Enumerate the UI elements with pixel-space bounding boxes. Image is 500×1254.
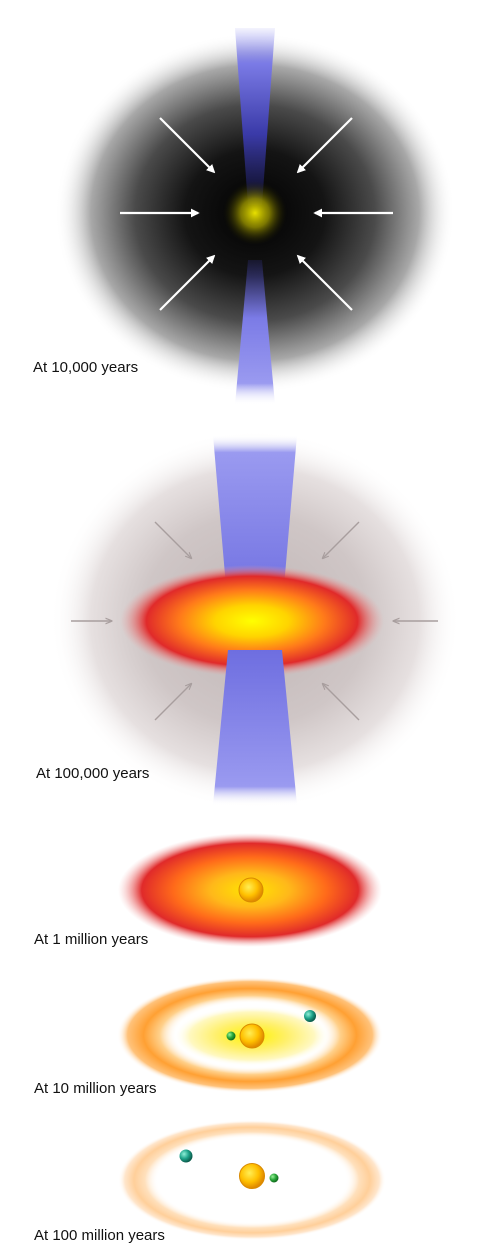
infall-arrows (120, 117, 393, 311)
stage-label: At 100,000 years (36, 765, 149, 782)
bipolar-jet-bottom (235, 260, 275, 405)
stage-10-million-years: At 10 million years (34, 977, 383, 1097)
stage-label: At 10 million years (34, 1080, 157, 1097)
infall-arrow-icon (159, 117, 216, 174)
bipolar-jet-top (235, 28, 275, 205)
infall-arrow-icon (296, 254, 353, 311)
planet-icon (179, 1149, 193, 1163)
protostar-icon (238, 877, 264, 903)
planet-icon (226, 1031, 236, 1041)
stage-label: At 10,000 years (33, 359, 138, 376)
infall-arrow-icon (154, 521, 191, 558)
stage-100000-years: At 100,000 years (36, 430, 460, 810)
stage-100-million-years: At 100 million years (34, 1120, 386, 1244)
stage-1-million-years: At 1 million years (34, 833, 382, 948)
stage-label: At 1 million years (34, 931, 148, 948)
bipolar-jet-bottom (213, 650, 297, 805)
protostar-core (223, 181, 287, 245)
star-icon (239, 1163, 265, 1189)
planet-icon (269, 1173, 279, 1183)
infall-arrow-icon (296, 117, 353, 174)
star-icon (239, 1023, 265, 1049)
infall-arrows (71, 521, 438, 721)
infall-arrow-icon (323, 521, 360, 558)
accretion-disk (120, 565, 384, 677)
planet-icon (304, 1010, 316, 1022)
infall-arrow-icon (323, 684, 360, 721)
stage-label: At 100 million years (34, 1227, 165, 1244)
infall-arrow-icon (159, 254, 216, 311)
infall-arrow-icon (154, 684, 191, 721)
stage-10000-years: At 10,000 years (33, 28, 455, 405)
